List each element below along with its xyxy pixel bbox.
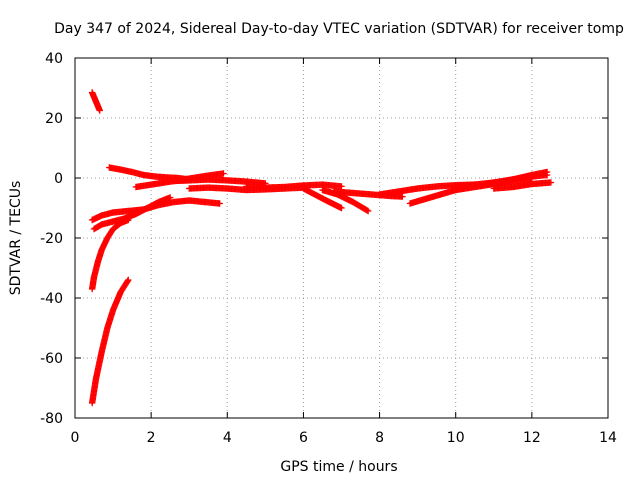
- x-tick-label: 8: [375, 430, 384, 446]
- data-point: [96, 107, 103, 114]
- data-point: [399, 193, 406, 200]
- data-track: [490, 179, 555, 192]
- data-track: [482, 168, 551, 188]
- data-point: [338, 204, 345, 212]
- x-tick-label: 0: [71, 430, 80, 446]
- y-tick-label: -40: [40, 291, 63, 307]
- y-tick-label: 40: [45, 51, 63, 67]
- data-point: [125, 276, 132, 284]
- x-tick-label: 6: [299, 430, 308, 446]
- y-tick-label: -20: [40, 231, 63, 247]
- data-point: [547, 179, 555, 186]
- data-track: [330, 188, 406, 200]
- x-tick-label: 2: [147, 430, 156, 446]
- x-tick-label: 4: [223, 430, 232, 446]
- data-track: [88, 89, 103, 114]
- chart-title: Day 347 of 2024, Sidereal Day-to-day VTE…: [54, 21, 624, 37]
- x-tick-label: 10: [447, 430, 465, 446]
- y-tick-label: -80: [40, 411, 63, 427]
- data-track: [300, 185, 345, 212]
- data-track: [88, 276, 132, 407]
- data-point: [220, 170, 227, 177]
- x-tick-label: 14: [599, 430, 617, 446]
- data-point: [338, 183, 345, 190]
- plot-frame: [74, 57, 609, 419]
- y-tick-label: -60: [40, 351, 63, 367]
- x-axis-label: GPS time / hours: [280, 459, 397, 475]
- data-track: [243, 181, 345, 191]
- data-track: [88, 197, 223, 224]
- data-points: [88, 89, 555, 407]
- x-tick-label: 12: [523, 430, 541, 446]
- y-axis-label: SDTVAR / TECUs: [8, 181, 24, 296]
- data-point: [216, 200, 223, 207]
- data-point: [364, 207, 372, 215]
- axis-ticks: 0 2 4 6 8 10 12 14 -80 -60 -40 -20 0 20 40: [40, 51, 617, 446]
- y-tick-label: 20: [45, 111, 63, 127]
- y-tick-label: 0: [54, 171, 63, 187]
- data-point: [543, 168, 551, 176]
- grid: [75, 58, 608, 418]
